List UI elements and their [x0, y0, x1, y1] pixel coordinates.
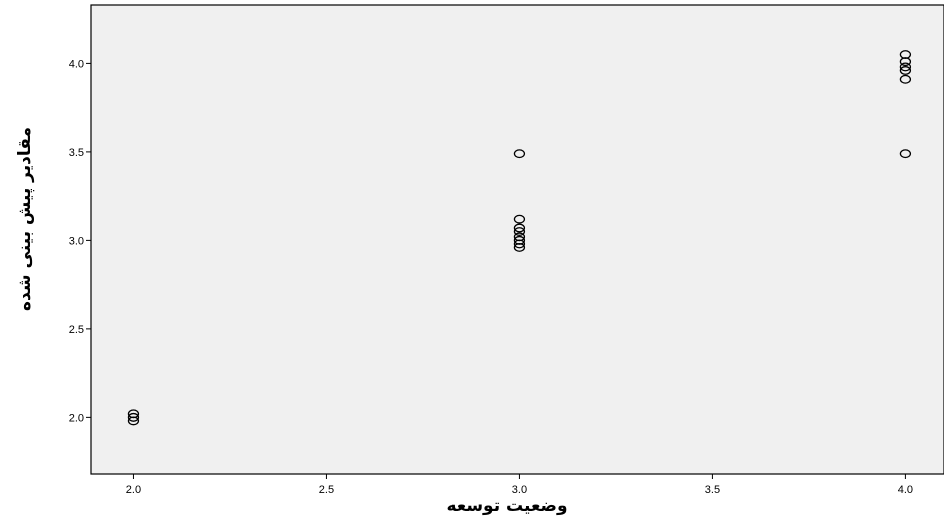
- data-point: [127, 412, 140, 422]
- y-tick-label: 3.5: [69, 147, 84, 159]
- x-tick-label: 2.5: [319, 484, 334, 496]
- y-tick-label: 4.0: [69, 58, 84, 70]
- y-axis-title: مقادیر پیش بینی شده: [15, 127, 35, 311]
- data-point: [513, 243, 526, 252]
- plot-area: [90, 4, 944, 475]
- x-tick-label: 3.0: [512, 484, 527, 496]
- data-point: [513, 227, 526, 236]
- data-points: [127, 50, 912, 426]
- x-axis-title: وضعیت توسعه: [446, 496, 567, 516]
- data-point: [899, 57, 912, 67]
- data-point: [513, 149, 526, 159]
- data-point: [899, 74, 912, 84]
- data-point: [899, 62, 912, 72]
- data-point: [899, 149, 912, 159]
- x-axis-ticks: 2.0 2.5 3.0 3.5 4.0: [126, 474, 913, 496]
- x-tick-label: 3.5: [705, 484, 720, 496]
- x-tick-label: 2.0: [126, 484, 141, 496]
- y-tick-label: 2.5: [69, 324, 84, 336]
- data-point: [127, 416, 140, 426]
- data-point: [513, 223, 526, 233]
- data-point: [513, 239, 526, 249]
- y-tick-label: 3.0: [69, 235, 84, 247]
- data-point: [899, 66, 912, 75]
- x-tick-label: 4.0: [898, 484, 913, 496]
- y-tick-label: 2.0: [69, 412, 84, 424]
- data-point: [513, 214, 526, 224]
- y-axis-ticks: 2.0 2.5 3.0 3.5 4.0: [69, 58, 91, 424]
